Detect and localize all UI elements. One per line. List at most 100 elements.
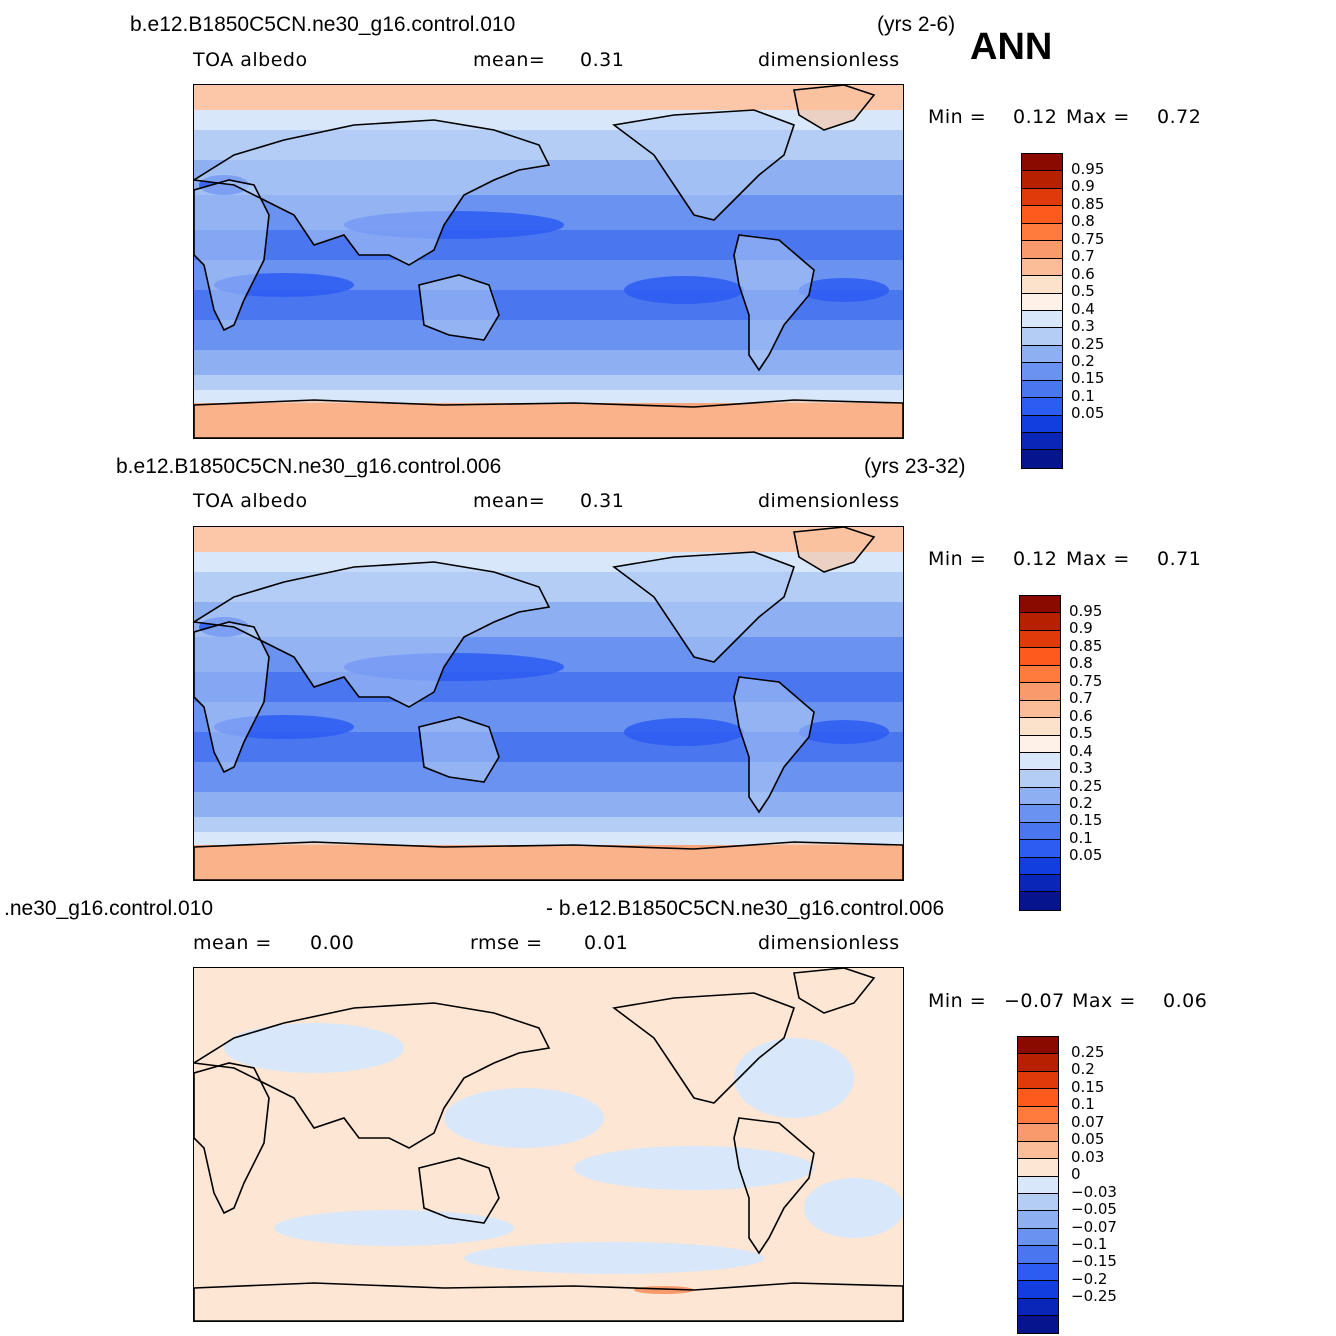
land-tint — [194, 120, 549, 265]
colorbar-label: 0.5 — [1071, 282, 1095, 301]
colorbar-label: 0.9 — [1071, 177, 1095, 196]
coastline — [194, 561, 551, 708]
colorbar-label: 0.25 — [1069, 776, 1103, 795]
colorbar-box — [1020, 787, 1060, 806]
colorbar-label: −0.25 — [1071, 1287, 1117, 1306]
colorbar-label: 0.05 — [1071, 1130, 1105, 1149]
panel3-mean-value: 0.00 — [310, 932, 355, 954]
field-band — [194, 85, 903, 110]
land-tint — [614, 110, 794, 220]
colorbar-box — [1018, 1159, 1058, 1177]
colorbar-box — [1020, 613, 1060, 631]
panel2-colorbar — [1019, 595, 1061, 911]
land-tint — [734, 235, 814, 370]
colorbar-label: 0.3 — [1069, 759, 1093, 778]
panel2-case-title: b.e12.B1850C5CN.ne30_g16.control.006 — [116, 455, 502, 478]
negative-diff-patch — [464, 1242, 764, 1274]
coastline — [418, 274, 500, 341]
colorbar-box — [1018, 1071, 1058, 1090]
negative-diff-patch — [224, 1023, 404, 1073]
field-band — [194, 320, 903, 350]
panel2-units: dimensionless — [758, 490, 900, 512]
low-albedo-patch — [624, 718, 744, 746]
colorbar-box — [1020, 770, 1060, 788]
colorbar-box — [1022, 258, 1062, 277]
colorbar-label: 0.6 — [1069, 706, 1093, 725]
field-band — [194, 390, 903, 403]
land-tint — [419, 717, 499, 782]
panel3-rmse-label: rmse = — [470, 932, 543, 954]
colorbar-label: 0.15 — [1069, 811, 1103, 830]
colorbar-label: 0.05 — [1069, 846, 1103, 865]
colorbar-box — [1018, 1316, 1058, 1334]
panel2-map-field — [194, 527, 903, 880]
field-band — [194, 110, 903, 130]
land-tint — [614, 552, 794, 662]
panel2-map — [193, 526, 904, 881]
colorbar-label: 0.8 — [1069, 654, 1093, 673]
colorbar-label: 0.75 — [1069, 671, 1103, 690]
panel3-case-title-left: .ne30_g16.control.010 — [4, 897, 214, 920]
panel1-variable: TOA albedo — [193, 49, 308, 71]
colorbar-box — [1020, 822, 1060, 841]
colorbar-box — [1022, 363, 1062, 381]
colorbar-label: 0.15 — [1071, 369, 1105, 388]
low-albedo-patch — [799, 720, 889, 744]
coastline — [194, 119, 551, 266]
colorbar-label: 0.25 — [1071, 334, 1105, 353]
field-band — [194, 552, 903, 572]
field-band — [194, 792, 903, 817]
field-band — [194, 762, 903, 792]
colorbar-label: 0.25 — [1071, 1043, 1105, 1061]
colorbar-box — [1022, 415, 1062, 433]
colorbar-box — [1020, 735, 1060, 753]
coastline — [194, 1062, 270, 1215]
panel3-min-value: −0.07 — [1004, 990, 1065, 1012]
colorbar-box — [1020, 630, 1060, 649]
colorbar-label: 0.7 — [1069, 689, 1093, 708]
colorbar-label: 0.85 — [1069, 636, 1103, 655]
negative-diff-patch — [734, 1038, 854, 1118]
land-tint — [194, 180, 269, 330]
colorbar-box — [1022, 380, 1062, 399]
season-label: ANN — [970, 26, 1053, 68]
coastline — [793, 968, 876, 1014]
colorbar-box — [1022, 450, 1062, 468]
colorbar-label: 0.2 — [1069, 793, 1093, 812]
colorbar-box — [1018, 1228, 1058, 1247]
land-tint — [194, 562, 549, 707]
panel2-max-label: Max = — [1066, 548, 1130, 570]
colorbar-box — [1022, 328, 1062, 346]
colorbar-label: 0.3 — [1071, 317, 1095, 336]
panel2-mean-label: mean= — [473, 490, 546, 512]
colorbar-label: 0.5 — [1069, 724, 1093, 743]
panel2-min-label: Min = — [928, 548, 987, 570]
negative-diff-patch — [444, 1088, 604, 1148]
panel2-max-value: 0.71 — [1157, 548, 1202, 570]
panel2-years: (yrs 23-32) — [864, 455, 966, 478]
panel1-min-label: Min = — [928, 106, 987, 128]
colorbar-box — [1018, 1054, 1058, 1072]
colorbar-label: 0.2 — [1071, 351, 1095, 370]
colorbar-label: 0.4 — [1069, 741, 1093, 760]
panel1-min-value: 0.12 — [1013, 106, 1058, 128]
panel1-map — [193, 84, 904, 439]
colorbar-box — [1022, 241, 1062, 259]
colorbar-label: 0.15 — [1071, 1077, 1105, 1096]
field-band — [194, 527, 903, 552]
land-tint — [734, 677, 814, 812]
panel1-years: (yrs 2-6) — [877, 13, 956, 36]
colorbar-label: −0.07 — [1071, 1217, 1117, 1236]
field-band — [194, 817, 903, 832]
colorbar-label: 0.85 — [1071, 194, 1105, 213]
panel1-mean-value: 0.31 — [580, 49, 625, 71]
panel1-case-title: b.e12.B1850C5CN.ne30_g16.control.010 — [130, 13, 516, 36]
colorbar-box — [1020, 683, 1060, 701]
colorbar-box — [1020, 665, 1060, 684]
colorbar-label: 0 — [1071, 1165, 1081, 1184]
colorbar-box — [1022, 433, 1062, 451]
field-band — [194, 350, 903, 375]
negative-diff-patch — [804, 1178, 903, 1238]
land-tint — [194, 842, 903, 880]
coastline — [194, 1282, 903, 1321]
